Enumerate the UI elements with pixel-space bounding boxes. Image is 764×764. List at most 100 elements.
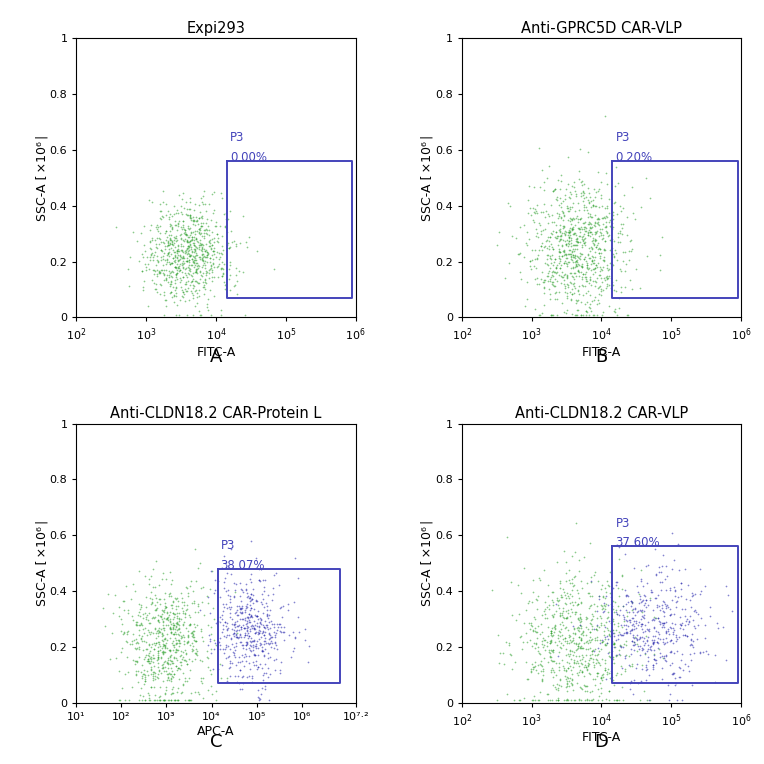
- Point: [552, 661, 565, 673]
- Point: [551, 193, 563, 206]
- Point: [600, 209, 612, 222]
- Point: [646, 637, 659, 649]
- Point: [257, 584, 270, 597]
- Point: [569, 205, 581, 217]
- Point: [156, 646, 168, 658]
- Point: [630, 621, 643, 633]
- Point: [145, 570, 157, 582]
- Point: [555, 201, 568, 213]
- Point: [230, 636, 242, 649]
- Point: [198, 243, 210, 255]
- Point: [541, 636, 553, 648]
- Point: [659, 573, 671, 585]
- Point: [203, 272, 215, 284]
- Point: [575, 190, 587, 202]
- Point: [276, 610, 288, 623]
- Point: [608, 679, 620, 691]
- Point: [586, 235, 598, 248]
- Point: [542, 630, 554, 643]
- Point: [657, 633, 669, 645]
- Point: [555, 616, 568, 628]
- Point: [602, 578, 614, 591]
- Text: P3: P3: [616, 516, 630, 529]
- Point: [552, 599, 564, 611]
- Point: [209, 574, 221, 586]
- Point: [117, 628, 129, 640]
- Point: [183, 664, 196, 676]
- Point: [159, 655, 171, 667]
- Point: [594, 250, 607, 262]
- Point: [161, 252, 173, 264]
- Point: [562, 590, 574, 602]
- Point: [623, 254, 635, 266]
- Point: [181, 209, 193, 222]
- Point: [629, 609, 641, 621]
- Point: [631, 659, 643, 671]
- Point: [563, 224, 575, 236]
- Point: [560, 621, 572, 633]
- Point: [565, 636, 577, 648]
- Point: [166, 257, 178, 269]
- Point: [189, 244, 201, 256]
- Point: [580, 629, 592, 641]
- Point: [562, 206, 575, 218]
- Point: [545, 644, 557, 656]
- Point: [670, 677, 682, 689]
- Point: [195, 217, 207, 229]
- Point: [196, 216, 209, 228]
- Point: [138, 664, 150, 676]
- Point: [593, 620, 605, 633]
- Point: [545, 629, 557, 641]
- Point: [212, 663, 224, 675]
- Point: [579, 679, 591, 691]
- Point: [191, 287, 203, 299]
- Point: [555, 212, 567, 224]
- Point: [542, 218, 554, 230]
- Point: [588, 209, 601, 221]
- Point: [665, 645, 677, 657]
- Point: [157, 629, 169, 641]
- Point: [673, 671, 685, 683]
- Point: [172, 618, 184, 630]
- Point: [263, 626, 275, 639]
- Point: [169, 246, 181, 258]
- Point: [544, 274, 556, 286]
- Point: [160, 637, 172, 649]
- Point: [152, 623, 164, 636]
- Point: [612, 620, 624, 633]
- Point: [104, 652, 116, 665]
- Point: [593, 297, 605, 309]
- Point: [245, 535, 257, 547]
- Point: [173, 257, 186, 270]
- Point: [650, 624, 662, 636]
- Point: [702, 648, 714, 660]
- Point: [543, 599, 555, 611]
- Point: [580, 649, 592, 661]
- Point: [124, 251, 136, 263]
- Point: [574, 253, 586, 265]
- Point: [144, 689, 156, 701]
- Point: [184, 280, 196, 292]
- Point: [184, 229, 196, 241]
- Point: [153, 691, 165, 703]
- Point: [651, 636, 663, 648]
- Point: [182, 636, 194, 648]
- Point: [225, 633, 237, 645]
- Point: [642, 617, 654, 629]
- Point: [592, 646, 604, 658]
- Point: [545, 199, 557, 211]
- Point: [167, 617, 180, 629]
- Point: [223, 242, 235, 254]
- Point: [193, 265, 206, 277]
- Point: [161, 654, 173, 666]
- Point: [533, 659, 545, 672]
- Point: [560, 257, 572, 270]
- Point: [259, 615, 271, 627]
- Point: [615, 641, 627, 653]
- Point: [241, 622, 254, 634]
- Point: [202, 220, 214, 232]
- Point: [550, 193, 562, 206]
- Point: [549, 621, 561, 633]
- Point: [575, 261, 588, 274]
- Point: [647, 659, 659, 671]
